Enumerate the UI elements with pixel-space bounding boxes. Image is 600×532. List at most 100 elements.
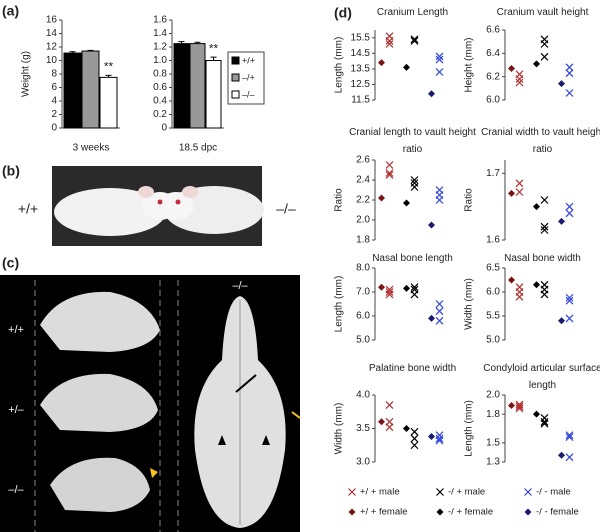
mice-photo — [52, 166, 264, 246]
legend-marker — [436, 508, 444, 516]
y-tick-label: 1.6 — [153, 15, 167, 26]
cross-stroke — [515, 179, 524, 188]
cross-stroke — [515, 78, 524, 87]
y-tick-label: 0.2 — [153, 109, 167, 120]
cross-stroke — [410, 36, 419, 45]
y-tick-label: 0.4 — [153, 96, 167, 107]
y-tick-label: 3.0 — [356, 457, 370, 468]
cross-marker — [435, 307, 444, 316]
chart-title: Palatine bone width — [368, 363, 457, 374]
cross-marker — [410, 183, 419, 191]
cross-stroke — [435, 307, 444, 316]
cross-marker — [435, 196, 444, 204]
cross-marker — [385, 169, 394, 177]
bar — [189, 43, 206, 129]
diamond-marker — [428, 221, 435, 229]
bar — [99, 76, 118, 129]
cross-stroke — [565, 209, 574, 218]
cross-marker — [410, 36, 419, 45]
cross-marker — [385, 171, 394, 179]
legend-label: +/ + male — [360, 487, 400, 498]
cross-stroke — [565, 296, 574, 305]
bar — [205, 60, 222, 129]
cross-marker — [515, 75, 524, 83]
legend-label: -/ + male — [448, 487, 485, 498]
diamond-marker — [533, 203, 540, 211]
skull-photo — [0, 275, 301, 532]
legend-label: -/ + female — [448, 507, 493, 518]
y-tick-label: 1.6 — [486, 235, 500, 246]
cross-marker — [565, 314, 574, 323]
chart-title-box: Condyloid articular surface length — [483, 363, 600, 391]
cross-marker — [540, 419, 549, 428]
y-tick-label: 15.5 — [351, 32, 371, 43]
cross-stroke — [515, 292, 524, 301]
cross-marker — [515, 402, 524, 411]
y-tick-label: 2.0 — [486, 390, 500, 401]
y-tick-label: 13.5 — [351, 64, 371, 75]
chart-title-box: Cranial length to vault height ratio — [349, 127, 476, 155]
cross-marker — [565, 453, 574, 462]
y-tick-label: 10 — [46, 55, 58, 66]
legend-marker — [524, 488, 532, 496]
cross-marker — [410, 176, 419, 184]
y-tick-label: 1.3 — [486, 457, 500, 468]
cross-marker — [410, 35, 419, 44]
cross-stroke — [565, 63, 574, 72]
y-tick-label: 2.2 — [356, 195, 370, 206]
chart-title: Condyloid articular surface length — [483, 363, 600, 391]
cross-marker — [385, 161, 394, 169]
legend-marker — [348, 488, 356, 496]
cross-stroke — [385, 161, 394, 169]
chart-title-box: Nasal bone length — [372, 253, 453, 264]
annotation: ** — [104, 60, 114, 74]
cross-stroke — [540, 419, 549, 428]
cross-marker — [565, 431, 574, 440]
y-tick-label: 16 — [46, 15, 58, 26]
cross-marker — [435, 436, 444, 445]
diamond-marker — [508, 65, 515, 72]
y-tick-label: 2.0 — [356, 215, 370, 226]
cross-marker — [435, 316, 444, 325]
cross-marker — [515, 188, 524, 196]
cross-stroke — [410, 283, 419, 292]
y-axis-label: Length (mm) — [464, 400, 475, 457]
y-axis-label: Height (mm) — [464, 37, 475, 92]
legend-swatch — [231, 73, 240, 82]
cross-stroke — [515, 402, 524, 411]
y-tick-label: 14.5 — [351, 48, 371, 59]
y-tick-label: 1.4 — [153, 28, 167, 39]
chart-title-box: Cranial width to vault height ratio — [481, 127, 600, 155]
legend-label: -/ - female — [536, 507, 579, 518]
chart-title: Nasal bone length — [372, 253, 453, 264]
diamond-marker — [558, 317, 565, 325]
cross-marker — [410, 290, 419, 299]
cross-marker — [435, 68, 444, 76]
y-tick-label: 6.0 — [486, 287, 500, 298]
y-axis-label: Width (mm) — [464, 278, 475, 330]
cross-marker — [565, 202, 574, 211]
cross-stroke — [385, 290, 394, 299]
y-tick-label: 1.5 — [486, 437, 500, 448]
cross-stroke — [540, 52, 549, 61]
cross-stroke — [435, 52, 444, 61]
cross-stroke — [515, 404, 524, 413]
cross-stroke — [435, 68, 444, 76]
cross-marker — [385, 288, 394, 296]
cross-stroke — [410, 35, 419, 44]
cross-stroke — [565, 69, 574, 78]
cross-marker — [515, 179, 524, 188]
diamond-marker — [533, 281, 540, 289]
panel-label: (d) — [334, 5, 352, 21]
legend-swatch — [231, 56, 240, 65]
y-tick-label: 5.5 — [486, 311, 500, 322]
y-tick-label: 6.2 — [486, 71, 500, 82]
genotype-label: –/– — [232, 280, 248, 292]
cross-marker — [410, 434, 419, 443]
y-tick-label: 6.0 — [356, 311, 370, 322]
cross-stroke — [540, 226, 549, 234]
diamond-marker — [403, 284, 410, 292]
cross-stroke — [385, 288, 394, 296]
cross-marker — [540, 40, 549, 48]
